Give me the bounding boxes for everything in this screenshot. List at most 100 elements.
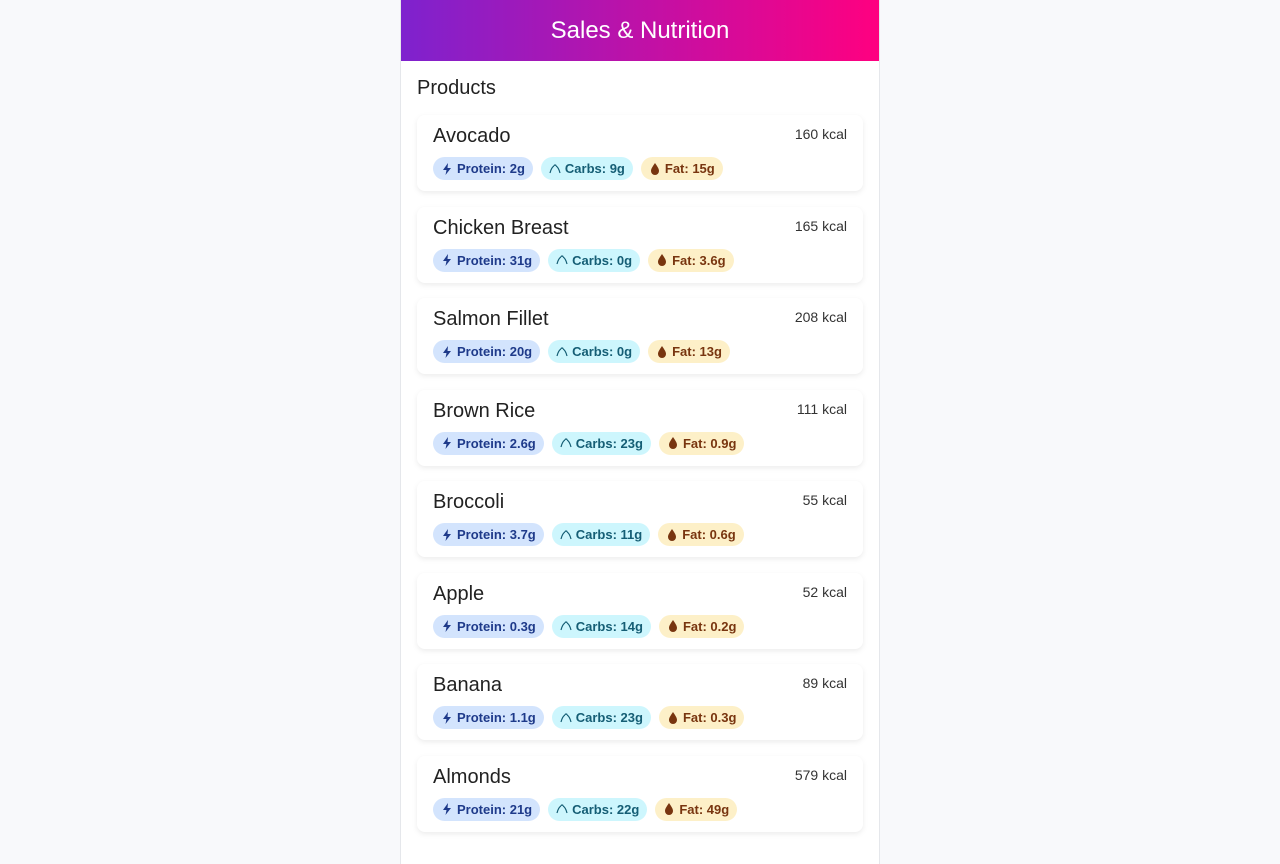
bolt-icon: [443, 620, 451, 632]
bolt-icon: [443, 254, 451, 266]
protein-badge: Protein: 0.3g: [433, 614, 544, 638]
fat-badge: Fat: 0.9g: [658, 431, 745, 455]
protein-badge: Protein: 2g: [433, 157, 533, 180]
product-card[interactable]: Salmon Fillet 208 kcal Protein: 20g Carb…: [417, 298, 863, 374]
product-kcal: 89 kcal: [802, 675, 847, 691]
fat-badge: Fat: 13g: [648, 340, 730, 363]
carbs-badge: Carbs: 11g: [551, 523, 651, 546]
protein-label: Protein: 2.6g: [457, 435, 536, 451]
droplet-icon: [668, 620, 677, 632]
droplet-icon: [658, 345, 667, 358]
wheat-icon: [556, 804, 568, 814]
droplet-icon: [650, 162, 659, 175]
fat-label: Fat: 0.9g: [682, 435, 737, 451]
carbs-badge: Carbs: 0g: [548, 248, 641, 272]
fat-label: Fat: 3.6g: [672, 252, 726, 268]
droplet-icon: [668, 437, 677, 449]
product-card[interactable]: Almonds 579 kcal Protein: 21g Carbs: 22g…: [417, 755, 863, 832]
protein-label: Protein: 21g: [457, 801, 533, 817]
carbs-badge: Carbs: 14g: [551, 614, 651, 638]
carbs-badge: Carbs: 23g: [551, 431, 651, 455]
product-card[interactable]: Brown Rice 111 kcal Protein: 2.6g Carbs:…: [417, 389, 863, 466]
protein-label: Protein: 3.7g: [457, 527, 536, 542]
droplet-icon: [668, 711, 677, 724]
product-card[interactable]: Banana 89 kcal Protein: 1.1g Carbs: 23g …: [417, 664, 863, 740]
product-name: Avocado: [433, 125, 511, 147]
wheat-icon: [560, 438, 572, 448]
carbs-label: Carbs: 23g: [575, 710, 643, 725]
protein-label: Protein: 20g: [457, 344, 533, 359]
fat-badge: Fat: 15g: [640, 157, 723, 180]
section-title: Products: [417, 77, 496, 99]
product-kcal: 160 kcal: [794, 126, 847, 142]
protein-badge: Protein: 1.1g: [433, 706, 544, 729]
product-kcal: 52 kcal: [802, 583, 847, 600]
wheat-icon: [560, 712, 572, 722]
fat-badge: Fat: 3.6g: [648, 248, 734, 272]
product-name: Chicken Breast: [433, 216, 569, 239]
fat-label: Fat: 15g: [664, 161, 715, 176]
carbs-badge: Carbs: 23g: [551, 706, 651, 729]
carbs-label: Carbs: 11g: [575, 527, 643, 542]
fat-badge: Fat: 0.6g: [658, 523, 744, 546]
fat-label: Fat: 49g: [679, 801, 730, 817]
protein-badge: Protein: 21g: [433, 797, 541, 821]
fat-label: Fat: 0.6g: [682, 527, 736, 542]
wheat-icon: [549, 163, 561, 173]
bolt-icon: [443, 528, 451, 541]
bolt-icon: [443, 162, 451, 175]
product-kcal: 579 kcal: [794, 766, 847, 783]
droplet-icon: [668, 528, 677, 541]
product-name: Almonds: [433, 765, 511, 788]
wheat-icon: [560, 621, 572, 631]
fat-badge: Fat: 0.2g: [658, 614, 745, 638]
product-card[interactable]: Chicken Breast 165 kcal Protein: 31g Car…: [417, 206, 863, 283]
app-header: Sales & Nutrition: [401, 0, 879, 61]
bolt-icon: [443, 437, 451, 449]
carbs-label: Carbs: 0g: [572, 252, 633, 268]
wheat-icon: [556, 255, 568, 265]
product-name: Brown Rice: [433, 399, 536, 422]
bolt-icon: [443, 711, 451, 724]
product-name: Broccoli: [433, 491, 505, 513]
carbs-badge: Carbs: 9g: [540, 157, 633, 180]
product-kcal: 208 kcal: [794, 309, 847, 325]
protein-label: Protein: 1.1g: [457, 710, 536, 725]
fat-label: Fat: 13g: [672, 344, 722, 359]
wheat-icon: [560, 529, 572, 539]
carbs-label: Carbs: 23g: [575, 435, 643, 451]
product-card[interactable]: Avocado 160 kcal Protein: 2g Carbs: 9g F…: [417, 115, 863, 191]
fat-badge: Fat: 0.3g: [658, 706, 745, 729]
carbs-badge: Carbs: 22g: [548, 797, 648, 821]
protein-label: Protein: 0.3g: [457, 618, 536, 634]
carbs-label: Carbs: 14g: [575, 618, 643, 634]
product-kcal: 165 kcal: [794, 217, 847, 234]
carbs-label: Carbs: 22g: [572, 801, 640, 817]
protein-badge: Protein: 31g: [433, 248, 541, 272]
wheat-icon: [556, 346, 568, 356]
fat-label: Fat: 0.2g: [682, 618, 737, 634]
product-name: Salmon Fillet: [433, 308, 549, 330]
carbs-label: Carbs: 9g: [564, 161, 625, 176]
product-card[interactable]: Broccoli 55 kcal Protein: 3.7g Carbs: 11…: [417, 481, 863, 557]
product-kcal: 111 kcal: [796, 400, 847, 417]
app-container: Sales & Nutrition Products Avocado 160 k…: [400, 0, 880, 864]
protein-label: Protein: 31g: [457, 252, 533, 268]
product-name: Banana: [433, 674, 502, 696]
bolt-icon: [443, 345, 451, 358]
protein-badge: Protein: 20g: [433, 340, 541, 363]
fat-label: Fat: 0.3g: [682, 710, 737, 725]
droplet-icon: [665, 803, 674, 815]
protein-label: Protein: 2g: [457, 161, 525, 176]
product-card[interactable]: Apple 52 kcal Protein: 0.3g Carbs: 14g F…: [417, 572, 863, 649]
carbs-badge: Carbs: 0g: [548, 340, 641, 363]
product-kcal: 55 kcal: [802, 492, 847, 508]
product-name: Apple: [433, 582, 485, 605]
carbs-label: Carbs: 0g: [572, 344, 633, 359]
protein-badge: Protein: 2.6g: [433, 431, 544, 455]
product-list: Avocado 160 kcal Protein: 2g Carbs: 9g F…: [401, 115, 879, 832]
bolt-icon: [443, 803, 451, 815]
app-title: Sales & Nutrition: [550, 16, 730, 44]
droplet-icon: [658, 254, 667, 266]
fat-badge: Fat: 49g: [655, 797, 738, 821]
